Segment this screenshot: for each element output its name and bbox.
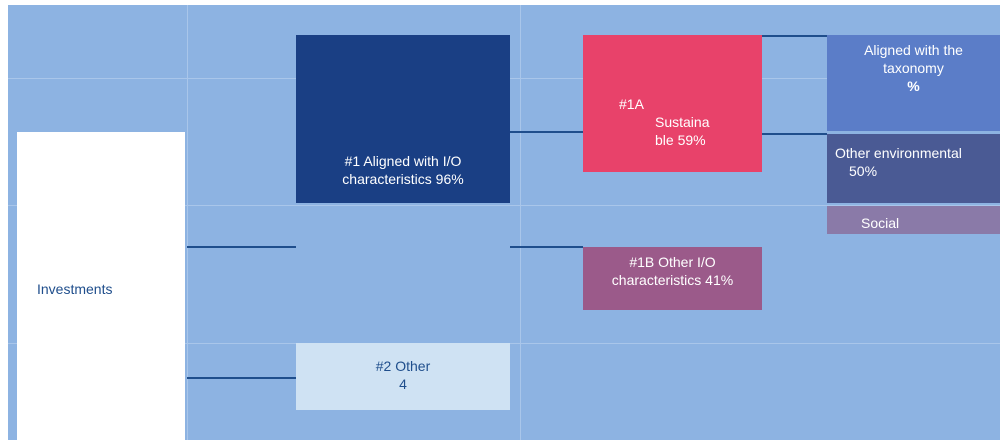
- social-box: Social: [827, 206, 1000, 234]
- node-label: Investments: [37, 281, 113, 297]
- connector: [187, 246, 296, 248]
- connector: [762, 35, 827, 37]
- grid-line: [187, 5, 188, 440]
- node-label: Social: [861, 215, 900, 231]
- sustainable-box: #1A Sustaina ble 59%: [583, 35, 762, 172]
- node-label: ble 59%: [655, 132, 706, 148]
- node-label: Sustaina: [655, 114, 710, 130]
- node-label: 4: [399, 376, 407, 392]
- connector: [187, 377, 296, 379]
- connector: [510, 131, 583, 133]
- node-label: 50%: [849, 163, 878, 179]
- environmental-box: Other environmental 50%: [827, 134, 1000, 203]
- node-label: #1B Other I/O: [629, 254, 716, 270]
- node-label: #1A: [619, 96, 644, 112]
- node-label: taxonomy: [883, 60, 944, 76]
- node-label: #1 Aligned with I/O: [344, 153, 462, 169]
- grid-line: [520, 5, 521, 440]
- other-box: #2 Other 4: [296, 343, 510, 410]
- taxonomy-box: Aligned with the taxonomy%: [827, 35, 1000, 131]
- other-io-box: #1B Other I/O characteristics 41%: [583, 247, 762, 310]
- node-label: Aligned with the: [864, 42, 963, 58]
- node-label: characteristics 41%: [611, 272, 734, 288]
- grid-line: [8, 205, 1000, 206]
- node-label: characteristics 96%: [342, 171, 464, 187]
- investments-box: Investments: [17, 132, 185, 440]
- connector: [510, 246, 583, 248]
- aligned-box: #1 Aligned with I/O characteristics 96%: [296, 35, 510, 203]
- connector: [762, 133, 827, 135]
- node-label: %: [907, 78, 920, 94]
- node-label: Other environmental: [835, 145, 962, 161]
- node-label: #2 Other: [375, 358, 431, 374]
